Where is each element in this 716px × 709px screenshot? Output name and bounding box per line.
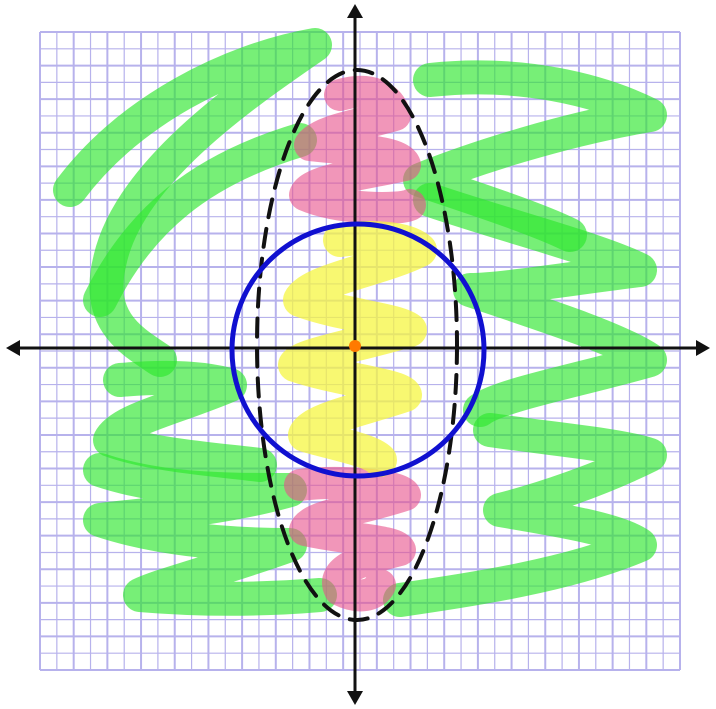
page-body: (() => { const svg = document.getElement… <box>0 0 716 709</box>
graph-drawing <box>0 0 716 709</box>
center-point <box>349 340 361 352</box>
page: Graph sketch {} html, body { margin: 0; … <box>0 0 716 709</box>
